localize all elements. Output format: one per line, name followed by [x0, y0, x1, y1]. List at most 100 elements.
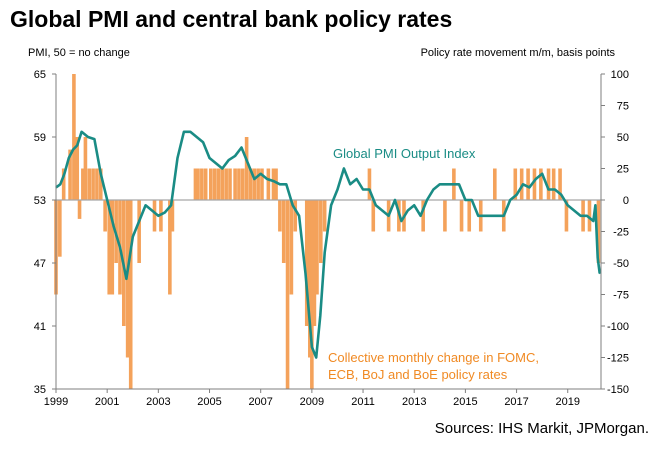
pmi-point: [279, 183, 281, 185]
pmi-point: [292, 204, 294, 206]
right-tick-label: 50: [617, 132, 629, 144]
pmi-point: [375, 204, 377, 206]
x-tick-label: 2007: [248, 396, 272, 408]
pmi-point: [260, 173, 262, 175]
policy-rate-bar: [72, 74, 76, 200]
policy-rate-bar: [252, 168, 257, 200]
policy-rate-bar: [110, 200, 115, 295]
pmi-point: [573, 209, 575, 212]
policy-rate-bar: [77, 200, 82, 219]
x-tick-label: 2013: [402, 396, 426, 408]
pmi-point: [266, 178, 268, 180]
policy-rate-bar: [237, 168, 241, 200]
pmi-point: [336, 188, 339, 191]
policy-rate-series-label-line1: Collective monthly change in FOMC,: [328, 350, 539, 365]
pmi-point: [413, 204, 415, 206]
policy-rate-bar: [274, 168, 278, 200]
policy-rate-bar: [203, 168, 208, 200]
policy-rate-bar: [587, 200, 592, 232]
policy-rate-bar: [58, 200, 62, 257]
pmi-point: [579, 215, 582, 217]
pmi-point: [439, 183, 441, 185]
pmi-point: [597, 257, 599, 259]
policy-rate-bar: [293, 200, 298, 232]
x-tick-label: 2017: [504, 396, 528, 408]
pmi-point: [240, 146, 243, 149]
policy-rate-bar: [310, 200, 314, 389]
left-tick-label: 35: [34, 384, 46, 396]
pmi-point: [125, 278, 127, 280]
pmi-point: [72, 149, 74, 151]
pmi-point: [522, 183, 524, 185]
policy-rate-bar: [315, 200, 319, 295]
policy-rate-bar: [91, 168, 95, 200]
policy-rate-bar: [87, 168, 92, 200]
pmi-point: [599, 272, 601, 275]
pmi-point: [535, 178, 537, 180]
policy-rate-bar: [596, 200, 601, 263]
x-tick-label: 2011: [351, 396, 375, 408]
right-tick-label: -50: [613, 258, 629, 270]
x-tick-label: 2019: [555, 396, 579, 408]
pmi-point: [324, 251, 326, 254]
left-axis-caption: PMI, 50 = no change: [28, 47, 130, 59]
pmi-point: [451, 183, 454, 185]
pmi-point: [560, 194, 562, 196]
policy-rate-bar: [285, 200, 290, 389]
policy-rate-bar: [539, 168, 543, 200]
pmi-point: [119, 246, 121, 248]
policy-rate-bar: [220, 168, 225, 200]
policy-rate-bar: [68, 149, 72, 200]
right-tick-label: 0: [623, 195, 629, 207]
pmi-point: [100, 173, 102, 175]
right-tick-label: -25: [613, 227, 629, 239]
pmi-point: [381, 209, 383, 212]
policy-rate-bar: [304, 200, 309, 326]
pmi-point: [496, 215, 498, 217]
policy-rate-bar: [281, 200, 286, 263]
policy-rate-bar: [260, 168, 264, 200]
pmi-point: [445, 183, 447, 185]
pmi-point: [138, 220, 140, 222]
pmi-point: [112, 225, 115, 227]
pmi-point: [298, 215, 300, 217]
pmi-point: [420, 215, 422, 217]
x-tick-label: 2009: [300, 396, 324, 408]
pmi-point: [503, 215, 505, 217]
pmi-point: [164, 212, 166, 214]
pmi-point: [157, 215, 159, 217]
pmi-point: [311, 346, 313, 348]
axes: 65 59 53 47 41 35 100 75 50 25 0 -25 -50 -75 -100 -125 -…: [34, 69, 629, 408]
policy-rate-bar: [526, 168, 530, 200]
policy-rate-bar: [467, 200, 472, 232]
pmi-point: [132, 236, 134, 238]
right-tick-label: -100: [607, 321, 629, 333]
policy-rate-bar: [443, 200, 447, 232]
pmi-point: [509, 199, 511, 201]
policy-rate-bar: [513, 168, 518, 200]
policy-rate-bar: [532, 168, 537, 200]
policy-rate-bar: [564, 200, 569, 232]
policy-rate-bar: [266, 168, 271, 200]
right-axis-caption: Policy rate movement m/m, basis points: [420, 47, 615, 59]
policy-rate-bar: [248, 168, 253, 200]
pmi-point: [87, 136, 89, 138]
pmi-point: [76, 144, 78, 146]
pmi-point: [554, 188, 556, 191]
policy-rate-bar: [319, 200, 323, 263]
pmi-point: [285, 183, 287, 185]
x-tick-label: 2015: [453, 396, 477, 408]
policy-rate-bar: [322, 200, 327, 232]
policy-rate-bar: [312, 200, 317, 326]
pmi-point: [319, 314, 321, 317]
left-tick-label: 65: [34, 69, 46, 81]
annotations: Global PMI Output Index Collective month…: [328, 146, 539, 382]
policy-rate-bar: [233, 168, 237, 200]
pmi-point: [490, 215, 492, 217]
x-tick-label: 2003: [146, 396, 170, 408]
policy-rate-bar: [244, 137, 249, 200]
pmi-point: [315, 356, 317, 359]
pmi-point: [356, 178, 358, 180]
pmi-point: [221, 167, 223, 170]
